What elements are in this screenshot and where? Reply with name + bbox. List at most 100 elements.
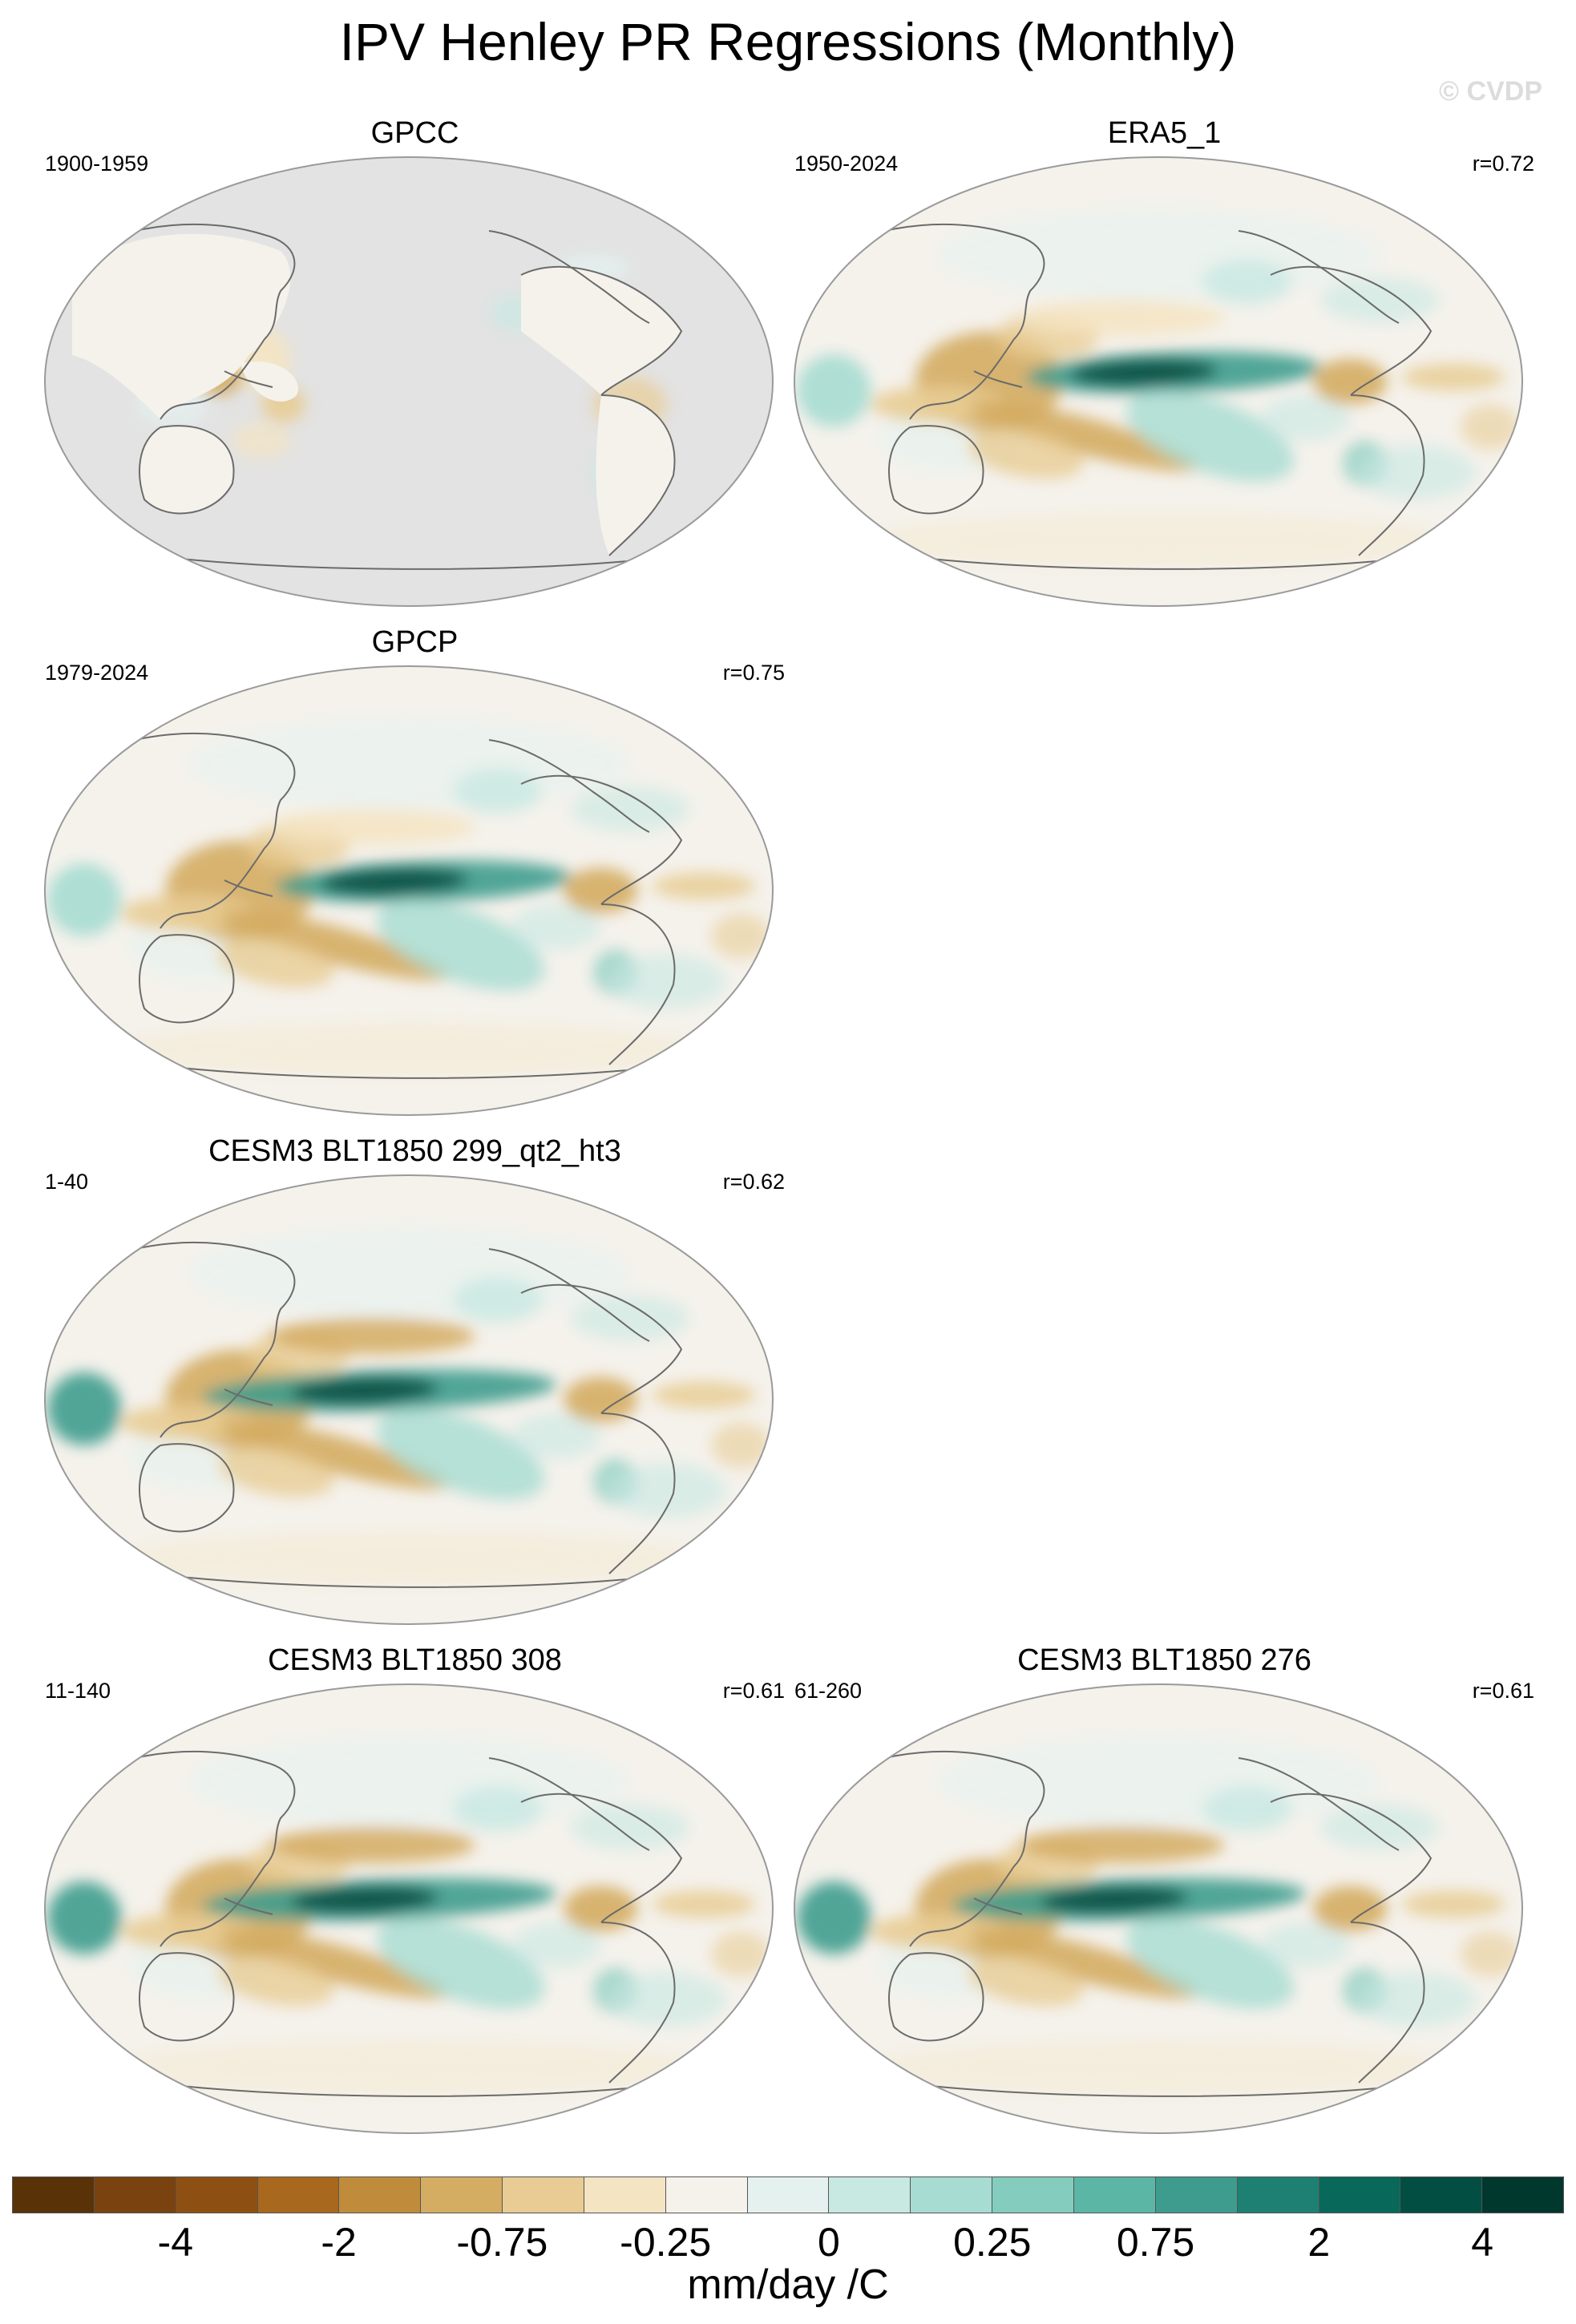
precip-anomaly-region	[970, 400, 1199, 471]
coastline	[139, 934, 235, 1024]
precip-anomaly-region	[937, 1736, 1380, 1828]
coastline	[600, 1413, 676, 1574]
figure-title: IPV Henley PR Regressions (Monthly)	[339, 12, 1237, 71]
precip-anomaly-region	[376, 1918, 545, 2009]
precip-anomaly-region	[1320, 1804, 1439, 1850]
land-mass	[139, 426, 234, 514]
globe-outline	[44, 665, 774, 1116]
panel-period: 1900-1959	[45, 152, 149, 176]
precip-anomaly-region	[1018, 1827, 1225, 1864]
colorbar-swatch	[176, 2177, 258, 2213]
globe-map	[794, 156, 1523, 607]
colorbar-tick-label: 0	[818, 2220, 840, 2265]
coastline	[520, 1283, 683, 1414]
panel-period: 1-40	[45, 1170, 89, 1194]
precip-anomaly-region	[269, 809, 475, 846]
colorbar-swatch	[829, 2177, 911, 2213]
coastline	[909, 338, 1015, 420]
precip-anomaly-region	[320, 867, 468, 895]
precip-anomaly-region	[217, 1447, 335, 1497]
coastline	[160, 338, 265, 420]
precip-anomaly-region	[1461, 1931, 1520, 1977]
coastline	[600, 903, 676, 1065]
globe-outline	[44, 1174, 774, 1625]
precip-anomaly-region	[711, 913, 770, 959]
colorbar-swatch	[13, 2177, 95, 2213]
panel-period: 1979-2024	[45, 661, 149, 685]
precip-anomaly-region	[937, 208, 1380, 301]
precip-anomaly-region	[1313, 1885, 1388, 1932]
coastline	[488, 230, 650, 324]
precip-anomaly-region	[608, 1463, 726, 1518]
coastline	[600, 394, 676, 556]
precip-anomaly-region	[114, 1531, 704, 1586]
land-mass	[596, 395, 675, 556]
precip-anomaly-region	[453, 768, 542, 814]
precip-anomaly-region	[863, 2040, 1453, 2096]
coastline	[973, 370, 1023, 388]
globe-map	[44, 1683, 774, 2134]
panel-correlation: r=0.75	[722, 661, 785, 685]
precip-anomaly-region	[232, 422, 291, 459]
globe-map	[44, 665, 774, 1116]
coastline	[224, 370, 273, 388]
colorbar-swatch	[257, 2177, 340, 2213]
colorbar-tick-label: -0.25	[620, 2220, 712, 2265]
precip-anomaly-region	[571, 1295, 689, 1341]
precip-anomaly-region	[1202, 259, 1291, 305]
precip-anomaly-region	[47, 1372, 122, 1445]
precip-anomaly-region	[1202, 1786, 1291, 1832]
coastline	[520, 265, 683, 396]
precip-anomaly-region	[564, 1885, 638, 1932]
colorbar-tick-label: -4	[157, 2220, 194, 2265]
coastline	[95, 1750, 296, 1867]
land-mass	[521, 266, 681, 395]
coastline	[152, 555, 682, 570]
coastline	[888, 425, 984, 515]
coastline	[224, 879, 273, 897]
precip-anomaly-region	[188, 717, 630, 810]
colorbar-swatch	[747, 2177, 830, 2213]
panel-period: 1950-2024	[794, 152, 899, 176]
panel-title: GPCP	[371, 625, 459, 659]
colorbar-tick-label: 4	[1471, 2220, 1493, 2265]
colorbar-swatch	[503, 2177, 584, 2213]
coastline	[1238, 1757, 1400, 1851]
coastline	[1270, 265, 1433, 396]
panel-cesm3-308: CESM3 BLT1850 308 11-140 r=0.61	[40, 1643, 790, 2148]
panel-gpcp: GPCP 1979-2024 r=0.75	[40, 625, 790, 1130]
globe-map	[44, 1174, 774, 1625]
colorbar-swatch	[1237, 2177, 1319, 2213]
precip-anomaly-region	[47, 863, 122, 936]
coastline	[160, 1356, 265, 1438]
panel-title: ERA5_1	[1107, 116, 1222, 150]
precip-anomaly-region	[797, 1881, 871, 1954]
coastline	[600, 1922, 676, 2084]
globe-outline	[44, 156, 774, 607]
panel-correlation: r=0.62	[722, 1170, 785, 1194]
coastline	[1350, 1922, 1425, 2084]
panel-correlation: r=0.72	[1472, 152, 1534, 176]
coastline	[224, 1898, 273, 1915]
precip-anomaly-region	[1125, 1918, 1295, 2009]
coastline	[488, 1757, 650, 1851]
coastline	[139, 1952, 235, 2042]
precip-anomaly-region	[511, 1922, 601, 1968]
precip-anomaly-region	[1018, 300, 1225, 337]
coastline	[845, 223, 1045, 340]
precip-anomaly-region	[1320, 277, 1439, 323]
coastline	[224, 1388, 273, 1406]
globe-outline	[44, 1683, 774, 2134]
colorbar	[12, 2176, 1564, 2213]
globe-map	[794, 1683, 1523, 2134]
precip-anomaly-region	[652, 1381, 756, 1409]
colorbar-units: mm/day /C	[687, 2261, 889, 2308]
colorbar-swatch	[1073, 2177, 1156, 2213]
coastline	[152, 1064, 682, 1079]
precip-anomaly-region	[652, 872, 756, 900]
precip-anomaly-region	[1357, 1972, 1476, 2027]
precip-anomaly-region	[269, 1318, 475, 1355]
land-mass	[240, 362, 298, 402]
colorbar-tick-label: 0.75	[1116, 2220, 1195, 2265]
coastline	[95, 732, 296, 849]
